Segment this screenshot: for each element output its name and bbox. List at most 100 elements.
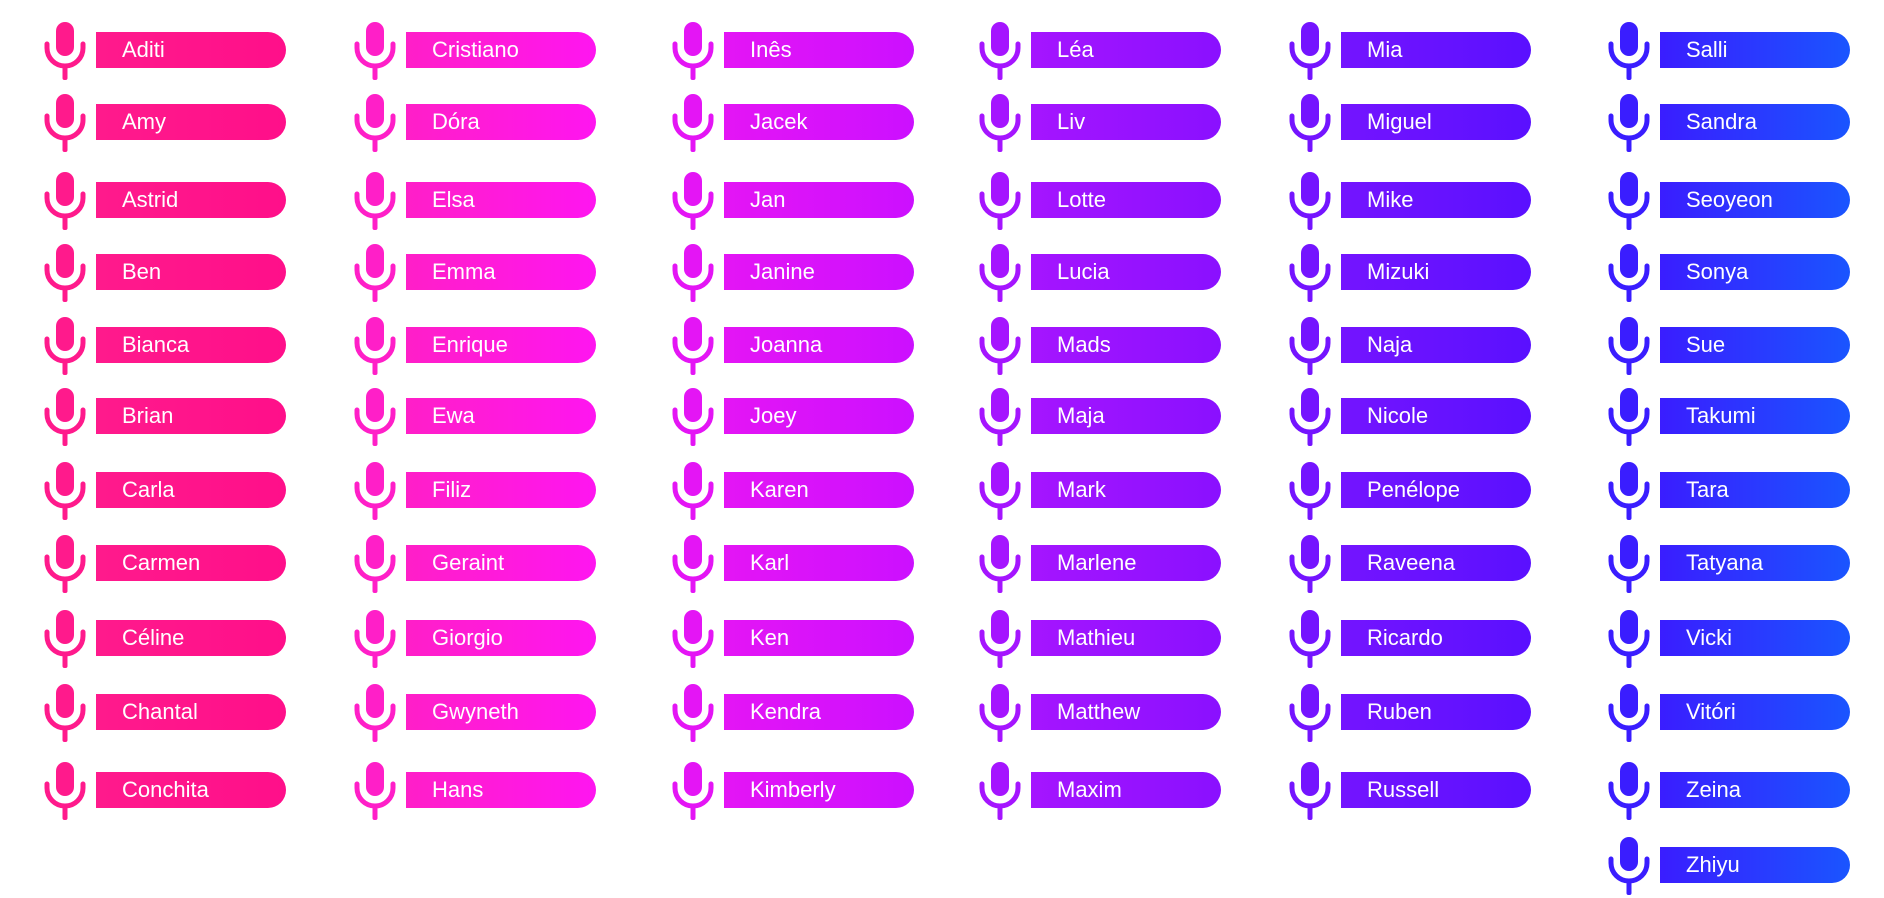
microphone-icon[interactable]	[1287, 535, 1333, 593]
voice-item[interactable]: Zeina	[1604, 762, 1874, 820]
microphone-icon[interactable]	[42, 22, 88, 80]
microphone-icon[interactable]	[42, 244, 88, 302]
voice-item[interactable]: Raveena	[1285, 535, 1555, 593]
voice-name-button[interactable]: Emma	[406, 254, 596, 290]
voice-name-button[interactable]: Maja	[1031, 398, 1221, 434]
microphone-icon[interactable]	[42, 535, 88, 593]
voice-name-button[interactable]: Geraint	[406, 545, 596, 581]
microphone-icon[interactable]	[1606, 535, 1652, 593]
microphone-icon[interactable]	[977, 172, 1023, 230]
voice-name-button[interactable]: Amy	[96, 104, 286, 140]
voice-item[interactable]: Kendra	[668, 684, 938, 742]
voice-item[interactable]: Marlene	[975, 535, 1245, 593]
voice-item[interactable]: Enrique	[350, 317, 620, 375]
voice-name-button[interactable]: Bianca	[96, 327, 286, 363]
voice-item[interactable]: Nicole	[1285, 388, 1555, 446]
voice-name-button[interactable]: Liv	[1031, 104, 1221, 140]
microphone-icon[interactable]	[977, 22, 1023, 80]
voice-item[interactable]: Matthew	[975, 684, 1245, 742]
microphone-icon[interactable]	[1287, 244, 1333, 302]
voice-item[interactable]: Céline	[40, 610, 310, 668]
voice-item[interactable]: Chantal	[40, 684, 310, 742]
voice-item[interactable]: Ken	[668, 610, 938, 668]
voice-item[interactable]: Conchita	[40, 762, 310, 820]
voice-name-button[interactable]: Ken	[724, 620, 914, 656]
microphone-icon[interactable]	[352, 535, 398, 593]
voice-item[interactable]: Karl	[668, 535, 938, 593]
microphone-icon[interactable]	[42, 172, 88, 230]
voice-name-button[interactable]: Ewa	[406, 398, 596, 434]
microphone-icon[interactable]	[1606, 244, 1652, 302]
voice-name-button[interactable]: Jacek	[724, 104, 914, 140]
voice-item[interactable]: Amy	[40, 94, 310, 152]
voice-item[interactable]: Bianca	[40, 317, 310, 375]
voice-name-button[interactable]: Mike	[1341, 182, 1531, 218]
voice-name-button[interactable]: Brian	[96, 398, 286, 434]
voice-item[interactable]: Naja	[1285, 317, 1555, 375]
voice-name-button[interactable]: Mads	[1031, 327, 1221, 363]
voice-item[interactable]: Karen	[668, 462, 938, 520]
voice-name-button[interactable]: Salli	[1660, 32, 1850, 68]
microphone-icon[interactable]	[42, 317, 88, 375]
voice-name-button[interactable]: Inês	[724, 32, 914, 68]
voice-name-button[interactable]: Tara	[1660, 472, 1850, 508]
microphone-icon[interactable]	[352, 172, 398, 230]
microphone-icon[interactable]	[1606, 837, 1652, 895]
voice-item[interactable]: Janine	[668, 244, 938, 302]
microphone-icon[interactable]	[352, 22, 398, 80]
microphone-icon[interactable]	[352, 244, 398, 302]
voice-name-button[interactable]: Marlene	[1031, 545, 1221, 581]
microphone-icon[interactable]	[1287, 22, 1333, 80]
voice-item[interactable]: Carmen	[40, 535, 310, 593]
voice-name-button[interactable]: Gwyneth	[406, 694, 596, 730]
voice-name-button[interactable]: Céline	[96, 620, 286, 656]
voice-item[interactable]: Zhiyu	[1604, 837, 1874, 895]
voice-item[interactable]: Joey	[668, 388, 938, 446]
voice-item[interactable]: Elsa	[350, 172, 620, 230]
voice-name-button[interactable]: Miguel	[1341, 104, 1531, 140]
voice-name-button[interactable]: Joey	[724, 398, 914, 434]
voice-item[interactable]: Tatyana	[1604, 535, 1874, 593]
microphone-icon[interactable]	[1606, 94, 1652, 152]
microphone-icon[interactable]	[42, 762, 88, 820]
voice-name-button[interactable]: Mia	[1341, 32, 1531, 68]
microphone-icon[interactable]	[352, 462, 398, 520]
voice-item[interactable]: Penélope	[1285, 462, 1555, 520]
voice-name-button[interactable]: Astrid	[96, 182, 286, 218]
voice-name-button[interactable]: Carmen	[96, 545, 286, 581]
voice-item[interactable]: Kimberly	[668, 762, 938, 820]
microphone-icon[interactable]	[670, 388, 716, 446]
microphone-icon[interactable]	[1606, 317, 1652, 375]
voice-name-button[interactable]: Tatyana	[1660, 545, 1850, 581]
voice-item[interactable]: Liv	[975, 94, 1245, 152]
voice-item[interactable]: Vicki	[1604, 610, 1874, 668]
voice-item[interactable]: Giorgio	[350, 610, 620, 668]
voice-name-button[interactable]: Mizuki	[1341, 254, 1531, 290]
voice-item[interactable]: Filiz	[350, 462, 620, 520]
voice-item[interactable]: Takumi	[1604, 388, 1874, 446]
voice-item[interactable]: Geraint	[350, 535, 620, 593]
voice-item[interactable]: Jacek	[668, 94, 938, 152]
microphone-icon[interactable]	[42, 462, 88, 520]
voice-name-button[interactable]: Ricardo	[1341, 620, 1531, 656]
microphone-icon[interactable]	[977, 762, 1023, 820]
voice-name-button[interactable]: Sonya	[1660, 254, 1850, 290]
voice-item[interactable]: Inês	[668, 22, 938, 80]
voice-item[interactable]: Russell	[1285, 762, 1555, 820]
microphone-icon[interactable]	[670, 22, 716, 80]
voice-name-button[interactable]: Joanna	[724, 327, 914, 363]
voice-name-button[interactable]: Sandra	[1660, 104, 1850, 140]
voice-name-button[interactable]: Léa	[1031, 32, 1221, 68]
voice-item[interactable]: Miguel	[1285, 94, 1555, 152]
voice-name-button[interactable]: Ruben	[1341, 694, 1531, 730]
voice-item[interactable]: Lotte	[975, 172, 1245, 230]
voice-name-button[interactable]: Naja	[1341, 327, 1531, 363]
voice-item[interactable]: Ewa	[350, 388, 620, 446]
voice-name-button[interactable]: Karl	[724, 545, 914, 581]
microphone-icon[interactable]	[352, 684, 398, 742]
voice-item[interactable]: Sandra	[1604, 94, 1874, 152]
microphone-icon[interactable]	[1287, 762, 1333, 820]
microphone-icon[interactable]	[670, 535, 716, 593]
voice-item[interactable]: Maxim	[975, 762, 1245, 820]
microphone-icon[interactable]	[670, 462, 716, 520]
